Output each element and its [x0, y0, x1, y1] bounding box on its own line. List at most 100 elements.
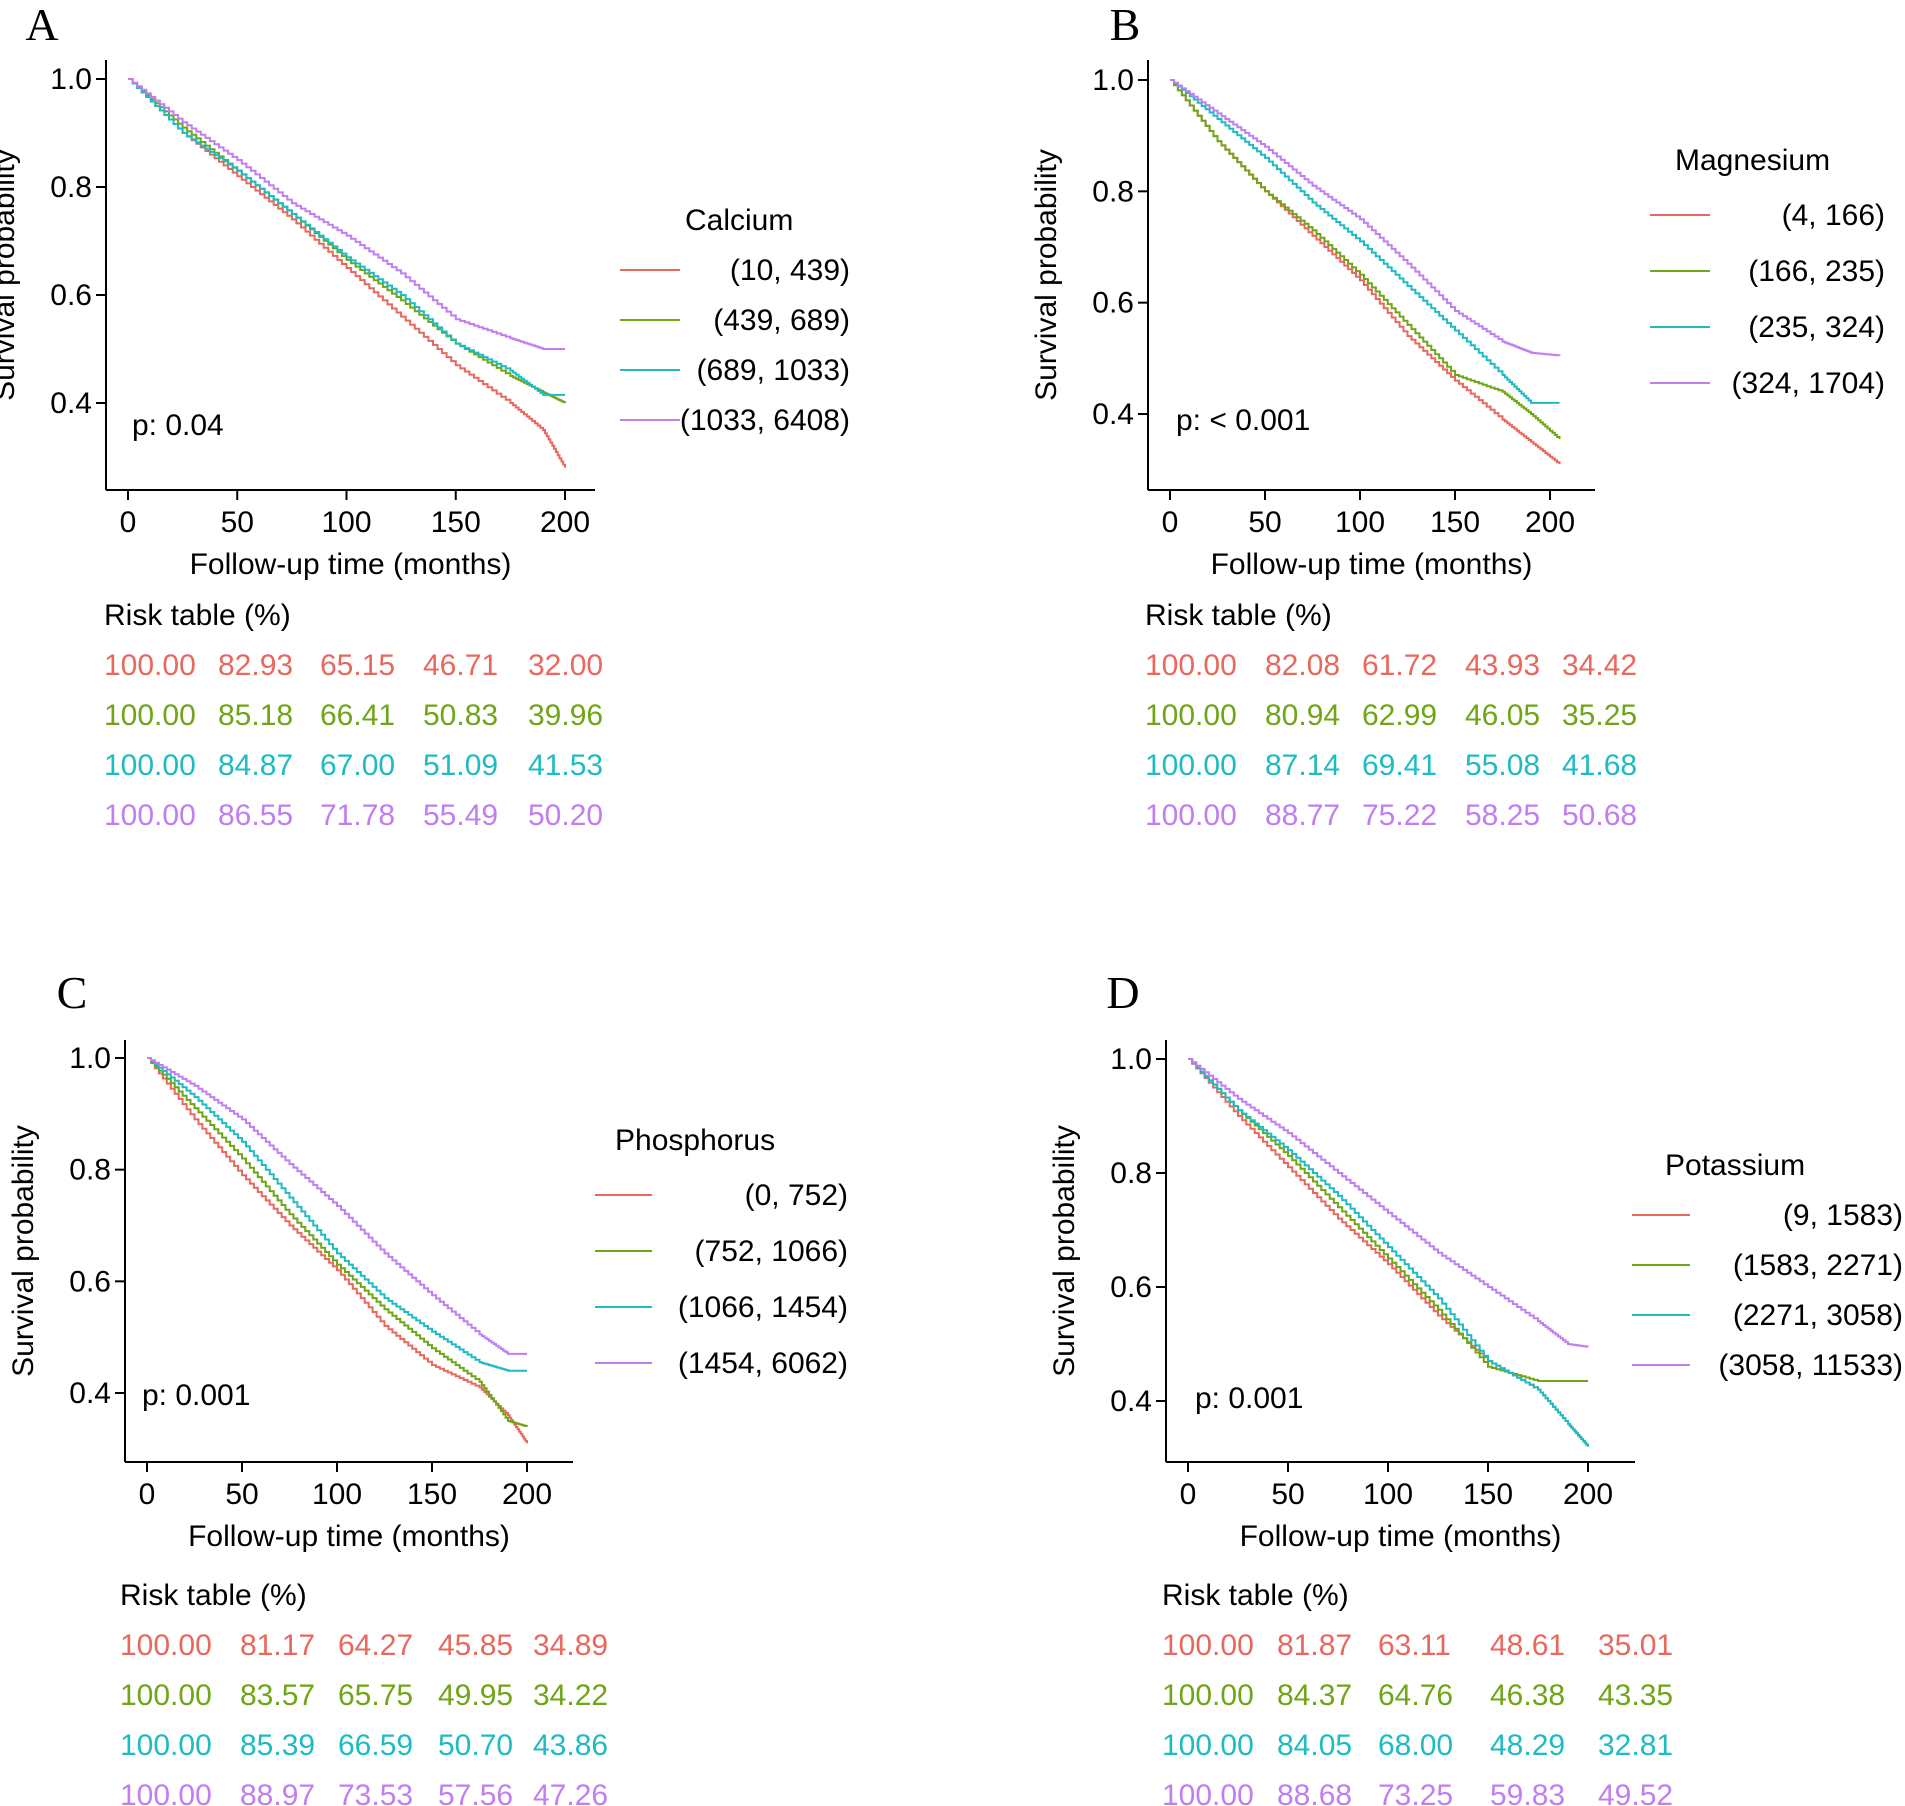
risk-table-cell: 43.35: [1598, 1679, 1673, 1712]
risk-table-cell: 100.00: [1162, 1629, 1254, 1662]
risk-table-cell: 100.00: [120, 1679, 212, 1712]
risk-table-cell: 100.00: [1162, 1729, 1254, 1762]
risk-table-cell: 35.25: [1562, 699, 1637, 732]
curve-series-3: [128, 78, 565, 396]
legend-item-label: (9, 1583): [1783, 1199, 1903, 1232]
risk-table-cell: 84.05: [1277, 1729, 1352, 1762]
risk-table-cell: 84.37: [1277, 1679, 1352, 1712]
x-tick-label: 50: [225, 1478, 258, 1511]
p-value: p: < 0.001: [1176, 404, 1310, 437]
risk-table-cell: 55.49: [423, 799, 498, 832]
risk-table-cell: 48.29: [1490, 1729, 1565, 1762]
y-axis-label: Survival probability: [1030, 149, 1063, 401]
risk-table-cell: 65.15: [320, 649, 395, 682]
risk-table-cell: 83.57: [240, 1679, 315, 1712]
risk-table-cell: 84.87: [218, 749, 293, 782]
x-tick-label: 100: [321, 506, 371, 539]
y-tick-label: 0.6: [50, 279, 92, 312]
risk-table-cell: 50.20: [528, 799, 603, 832]
y-tick-label: 1.0: [50, 63, 92, 96]
risk-table-cell: 100.00: [1145, 649, 1237, 682]
risk-table-title: Risk table (%): [120, 1579, 307, 1612]
p-value: p: 0.001: [142, 1379, 250, 1412]
x-tick-label: 0: [1162, 506, 1179, 539]
y-tick-label: 0.4: [50, 387, 92, 420]
risk-table-cell: 100.00: [104, 799, 196, 832]
curves: [1188, 1058, 1589, 1447]
legend-title: Magnesium: [1675, 144, 1830, 177]
curve-series-4: [147, 1057, 527, 1355]
panel-c: C 0.4 0.6 0.8 1.0 0 50 100 150 200 Follow-up time …: [7, 967, 848, 1806]
risk-table-cell: 45.85: [438, 1629, 513, 1662]
x-tick-label: 50: [1271, 1478, 1304, 1511]
risk-table-cell: 65.75: [338, 1679, 413, 1712]
y-axis-label: Survival probability: [1048, 1125, 1081, 1377]
risk-table-cell: 46.71: [423, 649, 498, 682]
risk-table-cell: 85.39: [240, 1729, 315, 1762]
risk-table-cell: 88.68: [1277, 1779, 1352, 1806]
legend: Magnesium (4, 166) (166, 235) (235, 324) (32…: [1650, 144, 1885, 400]
curve-series-3: [1170, 79, 1560, 404]
risk-table-cell: 100.00: [104, 749, 196, 782]
legend-item-label: (752, 1066): [695, 1235, 848, 1268]
risk-table-cell: 81.17: [240, 1629, 315, 1662]
curves: [1170, 79, 1561, 465]
legend-item-label: (4, 166): [1782, 199, 1885, 232]
x-tick-label: 0: [139, 1478, 156, 1511]
p-value: p: 0.04: [132, 409, 224, 442]
risk-table-cell: 50.68: [1562, 799, 1637, 832]
risk-table-title: Risk table (%): [104, 599, 291, 632]
risk-table-cell: 41.53: [528, 749, 603, 782]
risk-table-title: Risk table (%): [1145, 599, 1332, 632]
x-tick-label: 100: [1363, 1478, 1413, 1511]
x-tick-label: 0: [1180, 1478, 1197, 1511]
x-axis-label: Follow-up time (months): [1211, 548, 1533, 581]
curve-series-2: [1188, 1058, 1588, 1382]
y-tick-label: 0.6: [69, 1265, 111, 1298]
risk-table: Risk table (%) 100.00 82.93 65.15 46.71 32.00…: [104, 599, 603, 832]
x-axis-label: Follow-up time (months): [1240, 1520, 1562, 1553]
risk-table-cell: 69.41: [1362, 749, 1437, 782]
risk-table-cell: 100.00: [1145, 799, 1237, 832]
risk-table-cell: 100.00: [104, 699, 196, 732]
curves: [147, 1057, 528, 1444]
risk-table-cell: 64.76: [1378, 1679, 1453, 1712]
risk-table-cell: 43.93: [1465, 649, 1540, 682]
risk-table-cell: 57.56: [438, 1779, 513, 1806]
risk-table-cell: 66.41: [320, 699, 395, 732]
legend-item-label: (439, 689): [713, 304, 850, 337]
risk-table-cell: 100.00: [1145, 699, 1237, 732]
y-tick-label: 1.0: [1110, 1043, 1152, 1076]
risk-table-cell: 100.00: [1162, 1779, 1254, 1806]
risk-table-cell: 34.42: [1562, 649, 1637, 682]
y-tick-label: 0.6: [1110, 1271, 1152, 1304]
risk-table-cell: 41.68: [1562, 749, 1637, 782]
risk-table-cell: 49.95: [438, 1679, 513, 1712]
risk-table-cell: 48.61: [1490, 1629, 1565, 1662]
legend: Potassium (9, 1583) (1583, 2271) (2271, 305…: [1632, 1149, 1903, 1382]
y-axis-label: Survival probability: [7, 1125, 40, 1377]
risk-table-cell: 58.25: [1465, 799, 1540, 832]
risk-table-cell: 39.96: [528, 699, 603, 732]
risk-table-cell: 82.93: [218, 649, 293, 682]
curve-series-4: [128, 78, 565, 350]
risk-table-cell: 32.00: [528, 649, 603, 682]
x-tick-label: 100: [1335, 506, 1385, 539]
legend-title: Calcium: [685, 204, 793, 237]
x-tick-label: 50: [1248, 506, 1281, 539]
y-tick-label: 0.4: [1110, 1385, 1152, 1418]
panel-b: B 0.4 0.6 0.8 1.0 0 50 100 150 200 Follow-up time …: [1030, 0, 1885, 832]
x-tick-label: 150: [431, 506, 481, 539]
legend-title: Potassium: [1665, 1149, 1805, 1182]
risk-table-cell: 51.09: [423, 749, 498, 782]
curve-series-2: [1170, 79, 1561, 440]
x-axis-label: Follow-up time (months): [188, 1520, 510, 1553]
risk-table-cell: 55.08: [1465, 749, 1540, 782]
risk-table-cell: 46.05: [1465, 699, 1540, 732]
risk-table-cell: 88.77: [1265, 799, 1340, 832]
